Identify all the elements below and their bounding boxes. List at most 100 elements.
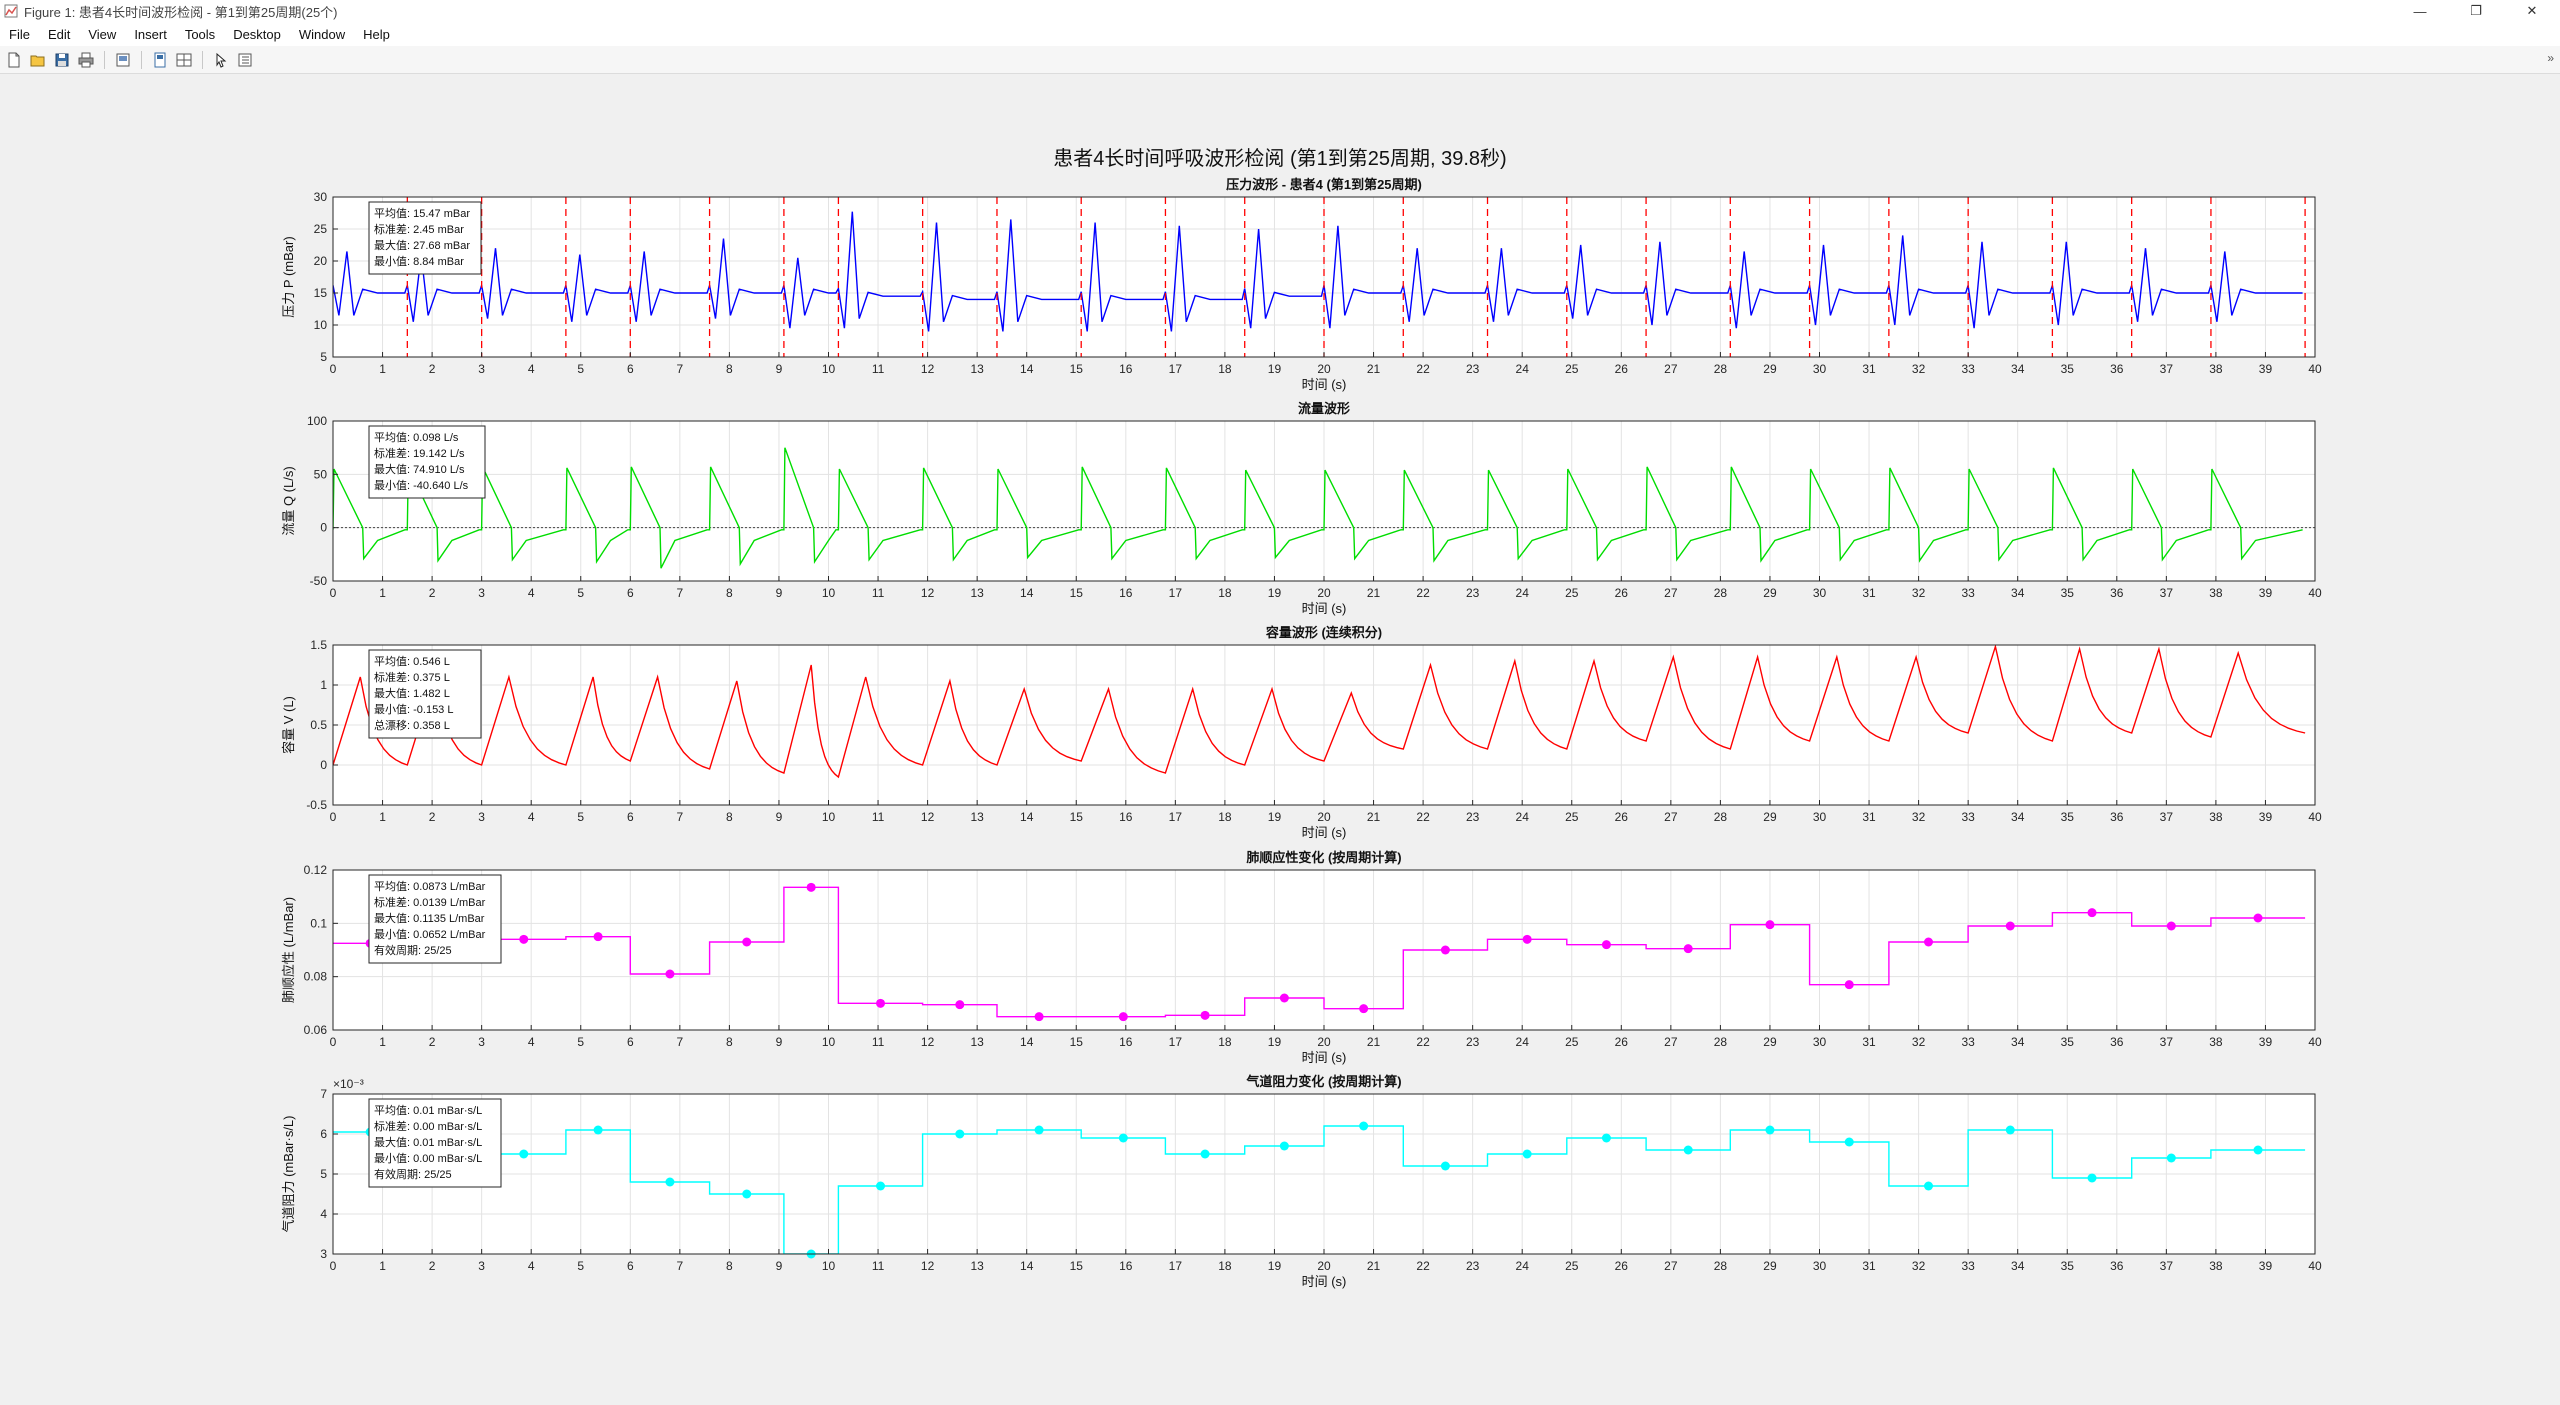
new-figure-icon[interactable] xyxy=(3,49,25,71)
x-tick-label: 22 xyxy=(1416,1035,1430,1049)
x-tick-label: 6 xyxy=(627,1035,634,1049)
x-tick-label: 1 xyxy=(379,362,386,376)
x-tick-label: 13 xyxy=(970,810,984,824)
x-tick-label: 21 xyxy=(1367,362,1381,376)
minimize-button[interactable]: — xyxy=(2413,3,2427,19)
x-tick-label: 34 xyxy=(2011,1035,2025,1049)
x-tick-label: 33 xyxy=(1961,1035,1975,1049)
axes-title: 容量波形 (连续积分) xyxy=(1265,625,1382,640)
x-tick-label: 29 xyxy=(1763,362,1777,376)
x-tick-label: 31 xyxy=(1862,1035,1876,1049)
stats-line: 总漂移: 0.358 L xyxy=(374,718,450,732)
x-tick-label: 24 xyxy=(1516,586,1530,600)
y-tick-label: 0 xyxy=(320,521,327,535)
cycle-value-point xyxy=(742,937,752,947)
menu-tools[interactable]: Tools xyxy=(184,26,216,42)
x-tick-label: 38 xyxy=(2209,1259,2223,1273)
axes-4[interactable]: 0 1 2 3 4 5 6 7 8 9 10 11 12 13 14 15 16 17 18 19 20 21 22 23 24… xyxy=(281,850,2322,1065)
x-tick-label: 28 xyxy=(1714,586,1728,600)
cycle-value-point xyxy=(1765,920,1775,930)
menu-file[interactable]: File xyxy=(9,26,30,42)
x-tick-label: 33 xyxy=(1961,586,1975,600)
cycle-value-point xyxy=(593,932,603,942)
print-icon[interactable] xyxy=(75,49,97,71)
property-inspector-icon[interactable] xyxy=(234,49,256,71)
cycle-value-point xyxy=(1844,1137,1854,1147)
x-tick-label: 21 xyxy=(1367,1035,1381,1049)
x-tick-label: 33 xyxy=(1961,362,1975,376)
save-icon[interactable] xyxy=(51,49,73,71)
stats-line: 平均值: 0.0873 L/mBar xyxy=(374,880,486,893)
y-tick-label: 6 xyxy=(320,1127,327,1141)
x-tick-label: 16 xyxy=(1119,1035,1133,1049)
x-tick-label: 10 xyxy=(822,586,836,600)
menu-insert[interactable]: Insert xyxy=(134,26,167,42)
x-tick-label: 39 xyxy=(2259,810,2273,824)
cycle-value-point xyxy=(1200,1149,1210,1159)
menu-view[interactable]: View xyxy=(88,26,117,42)
stats-line: 标准差: 2.45 mBar xyxy=(374,222,464,236)
cycle-value-point xyxy=(1522,934,1532,944)
maximize-button[interactable]: ❐ xyxy=(2470,3,2482,18)
x-tick-label: 22 xyxy=(1416,810,1430,824)
stats-line: 标准差: 0.375 L xyxy=(374,670,450,684)
axes-1[interactable]: 0 1 2 3 4 5 6 7 8 9 10 11 12 13 14 15 16 17 18 19 20 21 22 23 24… xyxy=(281,177,2322,392)
edit-plot-arrow-icon[interactable] xyxy=(210,49,232,71)
x-tick-label: 2 xyxy=(429,1259,436,1273)
x-tick-label: 25 xyxy=(1565,586,1579,600)
x-tick-label: 1 xyxy=(379,1035,386,1049)
x-tick-label: 19 xyxy=(1268,362,1282,376)
axes-3[interactable]: 0 1 2 3 4 5 6 7 8 9 10 11 12 13 14 15 16 17 18 19 20 21 22 23 24… xyxy=(281,625,2322,840)
x-tick-label: 19 xyxy=(1268,586,1282,600)
x-tick-label: 28 xyxy=(1714,810,1728,824)
stats-line: 标准差: 19.142 L/s xyxy=(374,446,465,460)
y-axis-label: 压力 P (mBar) xyxy=(281,236,296,317)
axes-5[interactable]: 0 1 2 3 4 5 6 7 8 9 10 11 12 13 14 15 16 17 18 19 20 21 22 23 24… xyxy=(281,1074,2322,1289)
stats-line: 平均值: 0.01 mBar·s/L xyxy=(374,1104,482,1117)
stats-line: 平均值: 15.47 mBar xyxy=(374,207,470,220)
link-plot-icon[interactable] xyxy=(149,49,171,71)
x-tick-label: 24 xyxy=(1516,1259,1530,1273)
x-tick-label: 31 xyxy=(1862,586,1876,600)
cycle-value-point xyxy=(593,1125,603,1135)
x-tick-label: 22 xyxy=(1416,1259,1430,1273)
stats-line: 平均值: 0.098 L/s xyxy=(374,431,459,444)
print-preview-icon[interactable] xyxy=(112,49,134,71)
toolbar-separator xyxy=(202,50,203,69)
menu-desktop[interactable]: Desktop xyxy=(233,26,281,42)
x-tick-label: 19 xyxy=(1268,1035,1282,1049)
toolbar-separator xyxy=(104,50,105,69)
y-axis-label: 容量 V (L) xyxy=(281,696,296,754)
y-tick-label: 0.08 xyxy=(304,970,328,984)
x-tick-label: 35 xyxy=(2061,586,2075,600)
open-file-icon[interactable] xyxy=(27,49,49,71)
y-tick-label: 25 xyxy=(314,222,328,236)
x-tick-label: 40 xyxy=(2308,810,2322,824)
axes-2[interactable]: 0 1 2 3 4 5 6 7 8 9 10 11 12 13 14 15 16 17 18 19 20 21 22 23 24… xyxy=(281,401,2322,616)
x-tick-label: 24 xyxy=(1516,362,1530,376)
x-tick-label: 3 xyxy=(478,362,485,376)
x-tick-label: 6 xyxy=(627,810,634,824)
x-tick-label: 7 xyxy=(677,1259,684,1273)
menu-window[interactable]: Window xyxy=(298,26,346,42)
x-tick-label: 33 xyxy=(1961,810,1975,824)
stats-line: 有效周期: 25/25 xyxy=(374,943,452,957)
x-tick-label: 13 xyxy=(970,1035,984,1049)
x-tick-label: 27 xyxy=(1664,1035,1678,1049)
figure-suptitle: 患者4长时间呼吸波形检阅 (第1到第25周期, 39.8秒) xyxy=(1053,147,1506,170)
menu-help[interactable]: Help xyxy=(363,26,390,42)
x-tick-label: 27 xyxy=(1664,362,1678,376)
menu-edit[interactable]: Edit xyxy=(47,26,71,42)
close-button[interactable]: ✕ xyxy=(2526,3,2538,18)
x-tick-label: 20 xyxy=(1317,362,1331,376)
x-tick-label: 4 xyxy=(528,362,535,376)
figure-toolbar: » xyxy=(0,46,2560,74)
series-line xyxy=(333,447,2303,569)
insert-legend-icon[interactable] xyxy=(173,49,195,71)
x-tick-label: 32 xyxy=(1912,362,1926,376)
toolbar-overflow[interactable]: » xyxy=(2547,51,2554,65)
x-tick-label: 2 xyxy=(429,810,436,824)
y-exponent-label: ×10⁻³ xyxy=(333,1077,364,1091)
stats-line: 最小值: -40.640 L/s xyxy=(374,479,469,492)
x-tick-label: 30 xyxy=(1813,1259,1827,1273)
